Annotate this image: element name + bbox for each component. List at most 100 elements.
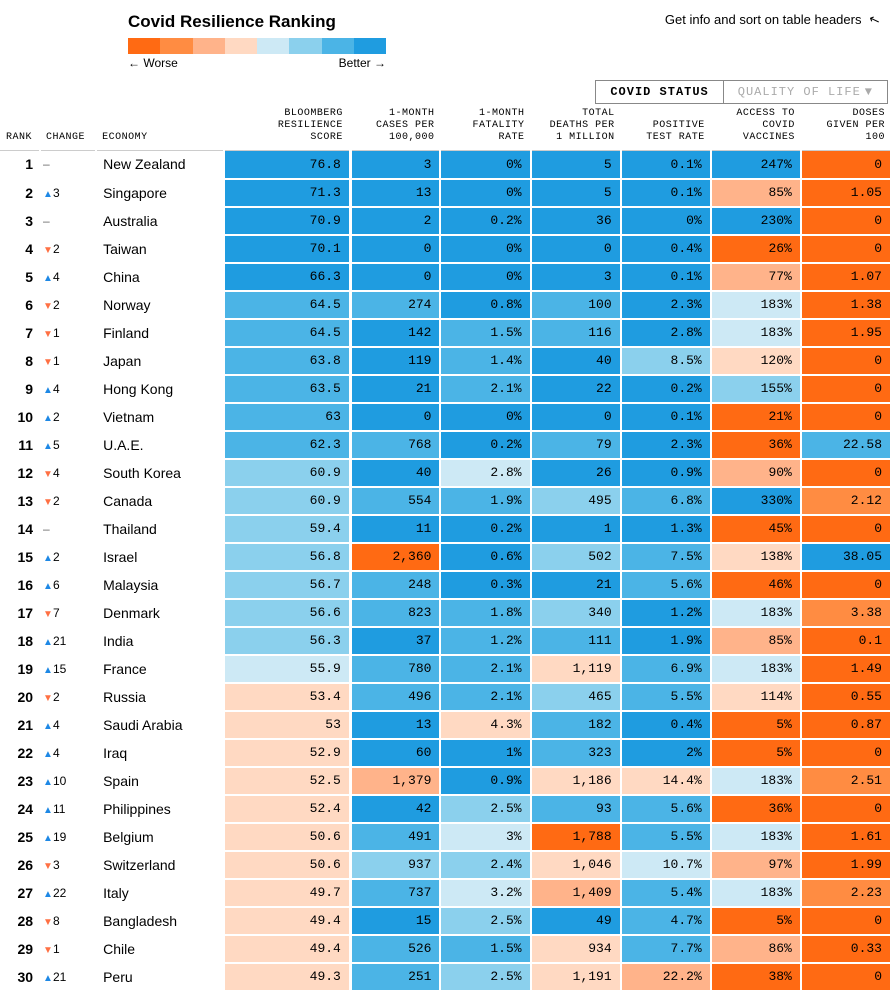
deaths-cell: 22: [531, 375, 621, 403]
header-score[interactable]: BLOOMBERGRESILIENCESCORE: [224, 104, 350, 151]
doses-cell: 0: [801, 515, 891, 543]
doses-cell: 0: [801, 347, 891, 375]
deaths-cell: 1,186: [531, 767, 621, 795]
rank-cell: 24: [0, 795, 40, 823]
doses-cell: 0: [801, 571, 891, 599]
header-positive[interactable]: POSITIVETEST RATE: [621, 104, 711, 151]
economy-cell: Norway: [96, 291, 224, 319]
header-vaccines[interactable]: ACCESS TOCOVIDVACCINES: [711, 104, 801, 151]
score-cell: 52.4: [224, 795, 350, 823]
deaths-cell: 5: [531, 179, 621, 207]
deaths-cell: 0: [531, 403, 621, 431]
cases-cell: 60: [350, 739, 440, 767]
table-row: 21▲4Saudi Arabia53134.3%1820.4%5%0.87: [0, 711, 891, 739]
header-cases[interactable]: 1-MONTHCASES PER100,000: [350, 104, 440, 151]
cases-cell: 780: [350, 655, 440, 683]
rank-cell: 5: [0, 263, 40, 291]
arrow-down-icon: ▼: [43, 329, 53, 340]
positive-cell: 2.3%: [621, 431, 711, 459]
fatality-cell: 2.5%: [440, 907, 530, 935]
doses-cell: 0: [801, 739, 891, 767]
fatality-cell: 2.4%: [440, 851, 530, 879]
cases-cell: 142: [350, 319, 440, 347]
score-cell: 49.7: [224, 879, 350, 907]
positive-cell: 8.5%: [621, 347, 711, 375]
vaccines-cell: 90%: [711, 459, 801, 487]
vaccines-cell: 85%: [711, 627, 801, 655]
score-cell: 63.5: [224, 375, 350, 403]
change-cell: ▲22: [40, 879, 96, 907]
doses-cell: 1.99: [801, 851, 891, 879]
economy-cell: Denmark: [96, 599, 224, 627]
change-cell: ▲19: [40, 823, 96, 851]
positive-cell: 10.7%: [621, 851, 711, 879]
header-change[interactable]: CHANGE: [40, 104, 96, 151]
arrow-down-icon: ▼: [43, 945, 53, 956]
header-fatality[interactable]: 1-MONTHFATALITYRATE: [440, 104, 530, 151]
doses-cell: 1.05: [801, 179, 891, 207]
vaccines-cell: 85%: [711, 179, 801, 207]
positive-cell: 2%: [621, 739, 711, 767]
vaccines-cell: 120%: [711, 347, 801, 375]
doses-cell: 1.95: [801, 319, 891, 347]
cursor-icon: ↖: [867, 11, 883, 30]
economy-cell: Bangladesh: [96, 907, 224, 935]
vaccines-cell: 330%: [711, 487, 801, 515]
deaths-cell: 26: [531, 459, 621, 487]
doses-cell: 3.38: [801, 599, 891, 627]
tab-covid-status[interactable]: COVID STATUS: [595, 80, 723, 104]
change-cell: ▲4: [40, 711, 96, 739]
header-economy[interactable]: ECONOMY: [96, 104, 224, 151]
vaccines-cell: 38%: [711, 963, 801, 991]
cases-cell: 11: [350, 515, 440, 543]
score-cell: 49.4: [224, 907, 350, 935]
doses-cell: 0.1: [801, 627, 891, 655]
deaths-cell: 1,046: [531, 851, 621, 879]
vaccines-cell: 36%: [711, 795, 801, 823]
cases-cell: 21: [350, 375, 440, 403]
header-deaths[interactable]: TOTALDEATHS PER1 MILLION: [531, 104, 621, 151]
cases-cell: 823: [350, 599, 440, 627]
header-doses[interactable]: DOSESGIVEN PER100: [801, 104, 891, 151]
economy-cell: Japan: [96, 347, 224, 375]
cases-cell: 274: [350, 291, 440, 319]
arrow-up-icon: ▲: [43, 441, 53, 452]
arrow-up-icon: ▲: [43, 189, 53, 200]
vaccines-cell: 45%: [711, 515, 801, 543]
economy-cell: China: [96, 263, 224, 291]
fatality-cell: 0%: [440, 151, 530, 179]
positive-cell: 7.7%: [621, 935, 711, 963]
positive-cell: 0.4%: [621, 711, 711, 739]
deaths-cell: 1,788: [531, 823, 621, 851]
score-cell: 60.9: [224, 459, 350, 487]
table-row: 26▼3Switzerland50.69372.4%1,04610.7%97%1…: [0, 851, 891, 879]
tab-quality-of-life[interactable]: QUALITY OF LIFE▼: [724, 80, 888, 104]
deaths-cell: 934: [531, 935, 621, 963]
arrow-up-icon: ▲: [43, 413, 53, 424]
rank-cell: 13: [0, 487, 40, 515]
score-cell: 52.5: [224, 767, 350, 795]
fatality-cell: 2.1%: [440, 655, 530, 683]
arrow-down-icon: ▼: [43, 469, 53, 480]
arrow-down-icon: ▼: [43, 861, 53, 872]
change-cell: ▲5: [40, 431, 96, 459]
fatality-cell: 2.1%: [440, 375, 530, 403]
arrow-up-icon: ▲: [43, 665, 53, 676]
arrow-up-icon: ▲: [43, 721, 53, 732]
fatality-cell: 1.5%: [440, 319, 530, 347]
economy-cell: Malaysia: [96, 571, 224, 599]
arrow-down-icon: ▼: [43, 357, 53, 368]
deaths-cell: 495: [531, 487, 621, 515]
vaccines-cell: 5%: [711, 711, 801, 739]
change-cell: ▲11: [40, 795, 96, 823]
change-cell: ▼2: [40, 235, 96, 263]
cases-cell: 0: [350, 403, 440, 431]
arrow-down-icon: ▼: [43, 301, 53, 312]
fatality-cell: 2.5%: [440, 795, 530, 823]
rank-cell: 18: [0, 627, 40, 655]
header-rank[interactable]: RANK: [0, 104, 40, 151]
fatality-cell: 0.3%: [440, 571, 530, 599]
score-cell: 53: [224, 711, 350, 739]
table-row: 4▼2Taiwan70.100%00.4%26%0: [0, 235, 891, 263]
table-row: 28▼8Bangladesh49.4152.5%494.7%5%0: [0, 907, 891, 935]
